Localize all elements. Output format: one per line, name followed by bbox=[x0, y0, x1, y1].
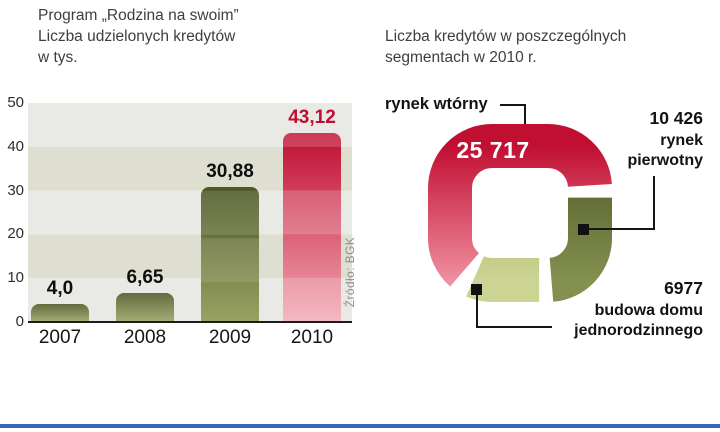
x-label-2008: 2008 bbox=[123, 327, 167, 348]
bar-group-2010: 43,12 bbox=[283, 103, 341, 322]
marker-rynek-pierwotny bbox=[578, 224, 589, 235]
label-rynek-pierwotny: 10 426 rynek pierwotny bbox=[600, 108, 703, 171]
donut-chart bbox=[428, 124, 612, 302]
bar-2009 bbox=[201, 186, 259, 322]
callout-line-rynek-wtorny-v bbox=[524, 104, 526, 126]
bar-group-2009: 30,88 bbox=[201, 103, 259, 322]
callout-line-rynek-wtorny-h bbox=[500, 104, 526, 106]
bar-group-2008: 6,65 bbox=[116, 103, 174, 322]
marker-budowa-domu bbox=[471, 284, 482, 295]
bar-2008 bbox=[116, 292, 174, 322]
y-tick-10: 10 bbox=[7, 269, 24, 286]
bar-group-2007: 4,0 bbox=[31, 103, 89, 322]
y-tick-20: 20 bbox=[7, 225, 24, 242]
value-rynek-pierwotny: 10 426 bbox=[649, 108, 703, 128]
callout-line-rynek-pierwotny-v bbox=[653, 176, 655, 230]
right-title-line2: segmentach w 2010 r. bbox=[385, 49, 537, 66]
left-title-line3: w tys. bbox=[38, 49, 78, 66]
label-rynek-pierwotny-text: rynek pierwotny bbox=[627, 132, 703, 169]
y-tick-40: 40 bbox=[7, 138, 24, 155]
bar-2007 bbox=[31, 304, 89, 322]
callout-line-budowa-domu-h bbox=[476, 326, 552, 328]
left-title-line1: Program „Rodzina na swoim” bbox=[38, 7, 239, 24]
y-tick-30: 30 bbox=[7, 182, 24, 199]
pie-segment-budowa-domu bbox=[428, 124, 612, 302]
value-rynek-wtorny: 25 717 bbox=[456, 137, 530, 163]
bar-value-2009: 30,88 bbox=[206, 160, 254, 182]
x-axis-line bbox=[28, 321, 352, 323]
bar-value-2010: 43,12 bbox=[288, 107, 336, 129]
source-note: Źródło: BGK bbox=[343, 236, 357, 308]
label-rynek-wtorny: rynek wtórny bbox=[385, 95, 488, 113]
bar-value-2008: 6,65 bbox=[126, 266, 164, 288]
value-budowa-domu: 6977 bbox=[664, 278, 703, 298]
pie-segment-rynek-wtorny bbox=[428, 124, 612, 302]
pie-segment-rynek-pierwotny bbox=[428, 124, 612, 302]
right-chart-title: Liczba kredytów w poszczególnych segment… bbox=[385, 26, 715, 68]
callout-line-budowa-domu-v bbox=[476, 295, 478, 328]
x-label-2010: 2010 bbox=[290, 327, 334, 348]
left-title-line2: Liczba udzielonych kredytów bbox=[38, 28, 236, 45]
x-label-2007: 2007 bbox=[38, 327, 82, 348]
y-tick-50: 50 bbox=[7, 94, 24, 111]
bar-2010 bbox=[283, 133, 341, 322]
bar-value-2007: 4,0 bbox=[46, 278, 74, 300]
callout-line-rynek-pierwotny-h bbox=[589, 228, 655, 230]
x-label-2009: 2009 bbox=[208, 327, 252, 348]
bottom-accent-bar bbox=[0, 424, 720, 428]
label-budowa-domu: 6977 budowa domu jednorodzinnego bbox=[552, 278, 703, 341]
bar-plot-area: 4,0 6,65 30,88 43,12 bbox=[28, 103, 352, 322]
left-chart-title: Program „Rodzina na swoim” Liczba udziel… bbox=[38, 5, 358, 68]
right-title-line1: Liczba kredytów w poszczególnych bbox=[385, 28, 627, 45]
y-tick-0: 0 bbox=[15, 313, 24, 330]
label-budowa-domu-text: budowa domu jednorodzinnego bbox=[574, 302, 703, 339]
